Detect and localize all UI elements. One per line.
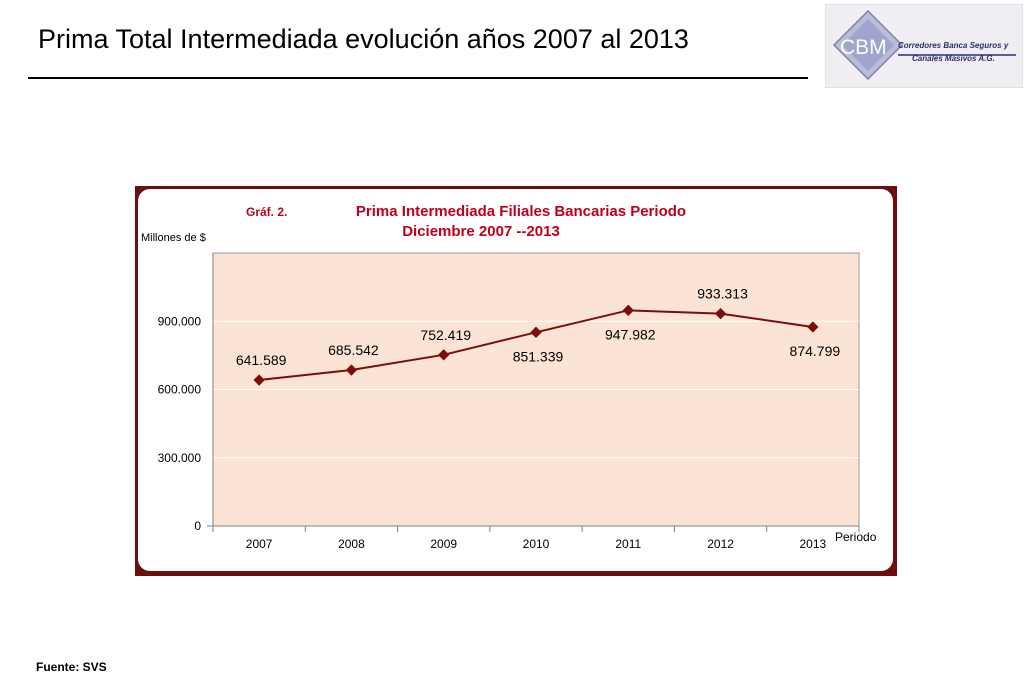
title-divider [28, 77, 808, 79]
x-tick-label: 2011 [615, 537, 641, 551]
y-tick-label: 300.000 [158, 451, 202, 465]
chart-subtitle: Diciembre 2007 --2013 [402, 223, 560, 240]
data-point [253, 374, 265, 386]
x-axis-label: Periodo [835, 530, 877, 544]
line-chart: Gráf. 2. Prima Intermediada Filiales Ban… [138, 189, 893, 571]
logo-tagline-line2: Canales Masivos A.G. [912, 54, 995, 63]
data-point [345, 364, 358, 376]
x-tick-label: 2013 [800, 537, 827, 551]
x-tick-label: 2012 [707, 537, 734, 551]
data-label: 752.419 [420, 327, 471, 343]
x-tick-label: 2008 [338, 537, 365, 551]
source-note: Fuente: SVS [36, 660, 107, 674]
data-label: 851.339 [513, 348, 564, 364]
chart-frame: Gráf. 2. Prima Intermediada Filiales Ban… [135, 186, 897, 576]
slide-title: Prima Total Intermediada evolución años … [38, 24, 689, 54]
data-label: 641.589 [236, 352, 287, 368]
cbm-logo-mark: CBM [832, 9, 1016, 81]
data-label: 933.313 [697, 286, 748, 302]
logo-acronym: CBM [840, 36, 887, 59]
chart-title: Prima Intermediada Filiales Bancarias Pe… [356, 203, 686, 220]
data-point [622, 304, 634, 316]
x-tick-label: 2009 [430, 537, 457, 551]
logo-tagline: Corredores Banca Seguros y Canales Masiv… [898, 41, 1022, 64]
x-tick-label: 2010 [523, 537, 550, 551]
x-tick-label: 2007 [246, 537, 273, 551]
data-point [438, 349, 450, 361]
data-point [807, 321, 819, 333]
data-label: 947.982 [605, 326, 656, 342]
logo-tagline-line1: Corredores Banca Seguros y [898, 41, 1009, 50]
y-axis-label: Millones de $ [141, 232, 206, 244]
data-point [530, 326, 542, 338]
figure-label: Gráf. 2. [246, 205, 287, 219]
cbm-logo: CBM Corredores Banca Seguros y Canales M… [825, 4, 1023, 88]
y-tick-label: 600.000 [158, 383, 202, 397]
y-tick-label: 0 [194, 519, 201, 533]
data-label: 874.799 [790, 343, 841, 359]
y-tick-label: 900.000 [158, 314, 202, 328]
data-label: 685.542 [328, 342, 379, 358]
